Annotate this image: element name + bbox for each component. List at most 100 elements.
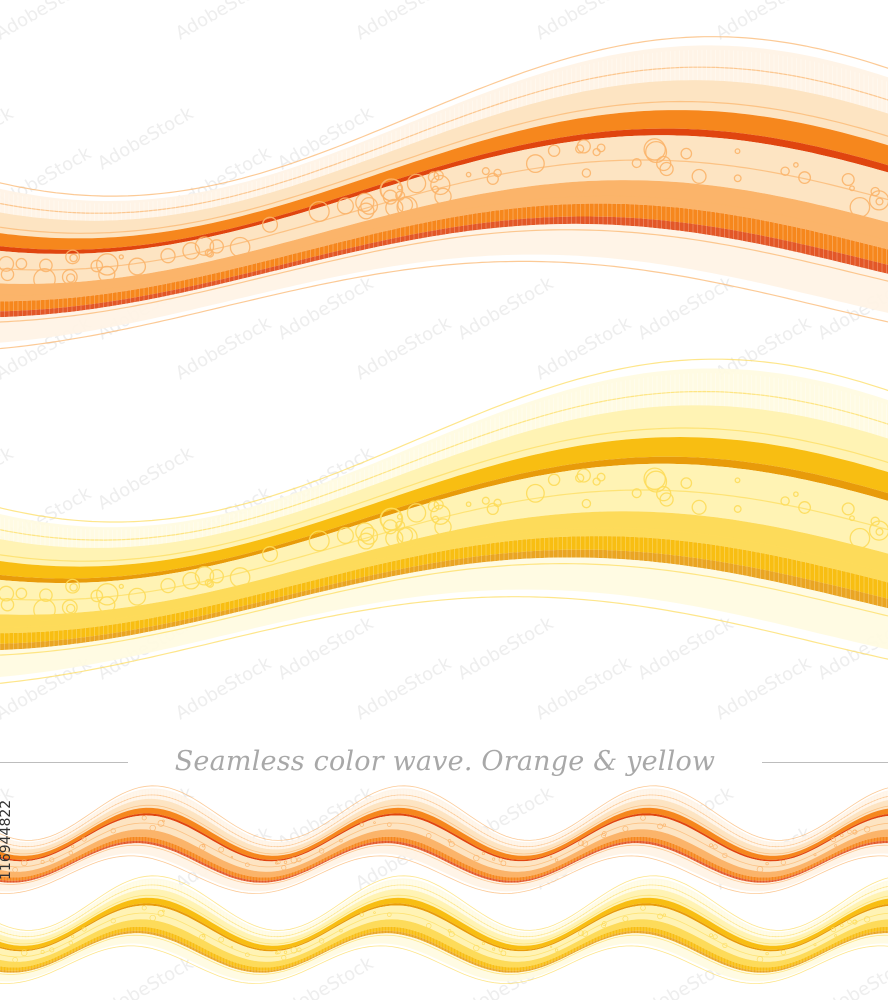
orange-wave-seamless-strip	[0, 785, 888, 894]
bubble	[425, 833, 432, 839]
wave-band	[0, 223, 888, 343]
bubble	[201, 843, 206, 848]
bubble	[274, 860, 279, 865]
bubble	[360, 196, 379, 215]
wave-line	[0, 563, 888, 656]
bubble	[581, 168, 592, 178]
caption-text: Seamless color wave. Orange & yellow	[174, 746, 716, 777]
wave-line	[0, 195, 888, 296]
bubble	[486, 172, 499, 185]
bubble	[0, 267, 15, 282]
bubble	[387, 912, 392, 917]
bubble	[427, 171, 440, 183]
bubble	[20, 859, 28, 867]
wave-line	[0, 785, 888, 841]
watermark-text: AdobeStock	[532, 652, 635, 724]
bubble	[230, 855, 234, 859]
bubble	[870, 186, 880, 197]
wave-band	[0, 405, 888, 567]
bubble	[149, 914, 156, 922]
bubble	[875, 197, 884, 206]
bubble	[834, 844, 838, 848]
bubble	[581, 930, 589, 937]
bubble	[875, 527, 884, 536]
bubble	[33, 268, 56, 291]
wave-line	[0, 427, 888, 562]
bubble	[841, 172, 855, 187]
wave-line	[0, 358, 888, 523]
yellow-wave-large	[0, 358, 888, 684]
bubble	[0, 585, 15, 602]
bubble	[218, 936, 225, 943]
bubble	[141, 905, 147, 911]
bubble	[308, 530, 330, 552]
bubble	[81, 836, 87, 842]
wave-line	[0, 945, 888, 984]
bubble	[157, 820, 165, 827]
bubble	[261, 546, 279, 563]
wave-line	[0, 934, 888, 975]
wave-band	[0, 80, 888, 239]
bubble	[847, 829, 852, 835]
watermark-text: AdobeStock	[454, 612, 557, 684]
bubble	[793, 162, 799, 168]
bubble	[276, 949, 281, 955]
bubble	[118, 254, 124, 260]
wave-line	[0, 229, 888, 323]
bubble	[0, 597, 15, 612]
bubble	[40, 950, 45, 954]
bubble	[798, 171, 812, 185]
bubble	[110, 828, 116, 834]
bubble	[549, 945, 553, 948]
bubble	[575, 473, 585, 483]
bubble	[709, 843, 713, 848]
bubble	[733, 174, 742, 183]
bubble	[95, 583, 119, 606]
wave-line	[0, 596, 888, 684]
bubble	[406, 503, 427, 523]
bubble	[575, 144, 585, 154]
bubble	[281, 865, 287, 871]
bubble	[554, 858, 559, 862]
wave-band	[0, 926, 888, 971]
bubble	[204, 578, 213, 587]
bubble	[868, 190, 888, 211]
bubble	[500, 950, 507, 957]
bubble	[448, 841, 455, 848]
bubble	[357, 202, 375, 220]
wave-band	[0, 930, 888, 973]
bubble	[229, 567, 251, 588]
bubble	[691, 499, 707, 515]
watermark-text: AdobeStock	[352, 312, 455, 384]
wave-band	[0, 45, 888, 221]
wave-band	[0, 843, 888, 892]
bubble	[290, 856, 298, 864]
bubble	[15, 257, 28, 270]
bubble	[40, 860, 45, 864]
bubble	[830, 837, 836, 843]
bubble	[65, 578, 81, 594]
watermark-text: AdobeStock	[172, 652, 275, 724]
bubble	[813, 943, 817, 947]
bubble	[492, 947, 496, 951]
bubble	[554, 948, 559, 952]
bubble	[525, 483, 545, 503]
bubble	[863, 826, 871, 833]
bubble	[430, 174, 451, 196]
bubble	[283, 950, 288, 954]
bubble	[576, 139, 591, 154]
bubble	[662, 823, 667, 827]
bubble	[756, 956, 764, 963]
bubble	[657, 823, 663, 830]
bubble	[841, 502, 855, 516]
bubble	[780, 166, 790, 176]
bubble	[643, 467, 666, 490]
watermark-text: AdobeStock	[712, 652, 815, 724]
bubble	[290, 946, 298, 954]
bubble	[12, 867, 18, 873]
bubble	[118, 583, 124, 590]
bubble	[385, 198, 404, 218]
bubble	[209, 239, 224, 254]
bubble	[581, 498, 592, 509]
watermark-text: AdobeStock	[172, 312, 275, 384]
